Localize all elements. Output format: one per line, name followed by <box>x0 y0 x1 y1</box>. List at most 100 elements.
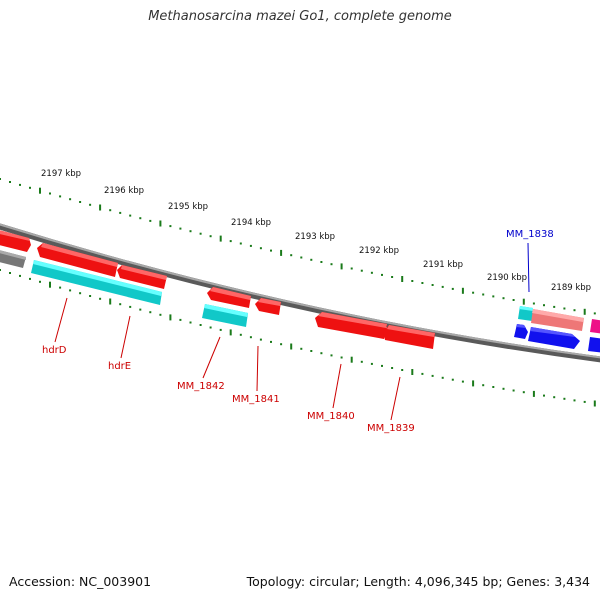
minor-tick <box>522 391 525 394</box>
minor-tick <box>270 249 272 252</box>
gene-arrow[interactable] <box>588 337 600 353</box>
minor-tick <box>259 247 262 250</box>
minor-tick <box>270 340 272 343</box>
gene-arrow[interactable] <box>258 298 281 306</box>
gene-arrow[interactable] <box>516 324 526 328</box>
minor-tick <box>29 277 31 280</box>
minor-tick <box>79 292 82 295</box>
minor-tick <box>0 269 1 271</box>
gene-arrow[interactable] <box>210 287 251 300</box>
minor-tick <box>249 336 252 339</box>
scale-label: 2189 kbp <box>551 283 591 293</box>
minor-tick <box>149 219 152 222</box>
minor-tick <box>199 324 202 326</box>
gene-arrow[interactable] <box>387 325 435 337</box>
minor-tick <box>320 261 323 263</box>
gene-arrow[interactable] <box>37 243 118 277</box>
minor-tick <box>411 280 414 282</box>
gene-arrow[interactable] <box>121 265 167 280</box>
minor-tick <box>391 367 394 369</box>
gene-label-mm1841[interactable]: MM_1841 <box>232 394 280 405</box>
minor-tick <box>109 209 112 212</box>
minor-tick <box>229 240 232 243</box>
minor-tick <box>189 230 192 233</box>
major-tick <box>159 220 162 227</box>
gene-arrow[interactable] <box>530 327 575 337</box>
minor-tick <box>573 309 576 312</box>
minor-tick <box>290 254 293 257</box>
scale-labels: 2197 kbp 2196 kbp 2195 kbp 2194 kbp 2193… <box>41 169 591 293</box>
gene-arrow[interactable] <box>318 312 387 328</box>
gene-arrow[interactable] <box>0 249 26 260</box>
minor-tick <box>239 333 242 336</box>
minor-tick <box>451 287 454 290</box>
gene-arrow[interactable] <box>528 327 580 349</box>
gene-arrow[interactable] <box>0 229 30 241</box>
gene-arrow[interactable] <box>532 309 584 322</box>
major-tick <box>280 249 283 256</box>
gene-label-hdrd[interactable]: hdrD <box>42 345 67 356</box>
major-tick <box>99 204 102 211</box>
minor-tick <box>512 389 515 392</box>
gene-arrow[interactable] <box>519 306 533 311</box>
major-tick <box>593 400 596 407</box>
gene-label-mm1839[interactable]: MM_1839 <box>367 423 415 434</box>
minor-tick <box>431 284 434 286</box>
minor-tick <box>350 267 353 270</box>
outer-tick-track <box>0 178 596 315</box>
major-tick <box>583 308 586 315</box>
minor-tick <box>330 354 333 357</box>
gene-arrow[interactable] <box>204 304 248 317</box>
minor-tick <box>69 198 72 201</box>
minor-tick <box>320 352 323 355</box>
minor-tick <box>249 244 252 247</box>
minor-tick <box>159 313 162 316</box>
minor-tick <box>89 203 92 206</box>
minor-tick <box>19 183 21 186</box>
minor-tick <box>209 235 212 238</box>
minor-tick <box>553 305 556 308</box>
minor-tick <box>19 274 21 277</box>
gene-label-mm1838[interactable]: MM_1838 <box>506 229 554 240</box>
minor-tick <box>583 400 586 403</box>
minor-tick <box>310 350 313 352</box>
minor-tick <box>219 328 222 331</box>
minor-tick <box>360 360 363 363</box>
minor-tick <box>239 242 242 245</box>
gene-label-hdre[interactable]: hdrE <box>108 361 131 372</box>
minor-tick <box>89 295 92 297</box>
minor-tick <box>209 326 212 329</box>
minor-tick <box>431 374 434 377</box>
gene-arrow[interactable] <box>315 312 387 339</box>
minor-tick <box>401 369 404 371</box>
gene-label-mm1840[interactable]: MM_1840 <box>307 411 355 422</box>
genome-backbone <box>0 223 600 363</box>
minor-tick <box>49 192 51 195</box>
gene-arrow[interactable] <box>590 319 600 334</box>
gene-arrow[interactable] <box>41 243 118 267</box>
minor-tick <box>370 271 373 274</box>
minor-tick <box>360 269 363 272</box>
minor-tick <box>492 386 495 388</box>
major-tick <box>229 329 232 336</box>
major-tick <box>340 263 343 270</box>
minor-tick <box>502 387 505 390</box>
minor-tick <box>189 321 192 324</box>
minor-tick <box>9 181 11 183</box>
minor-tick <box>381 273 383 276</box>
minor-tick <box>441 285 444 288</box>
minor-tick <box>310 258 313 261</box>
scale-label: 2193 kbp <box>295 232 335 242</box>
minor-tick <box>59 286 62 289</box>
scale-label: 2192 kbp <box>359 246 399 256</box>
gene-label-mm1842[interactable]: MM_1842 <box>177 381 225 392</box>
minor-tick <box>0 178 1 180</box>
scale-label: 2197 kbp <box>41 169 81 179</box>
major-tick <box>219 235 222 242</box>
minor-tick <box>563 307 566 310</box>
minor-tick <box>563 397 566 400</box>
gene-arrow[interactable] <box>33 260 162 296</box>
major-tick <box>411 369 414 375</box>
minor-tick <box>129 305 132 308</box>
